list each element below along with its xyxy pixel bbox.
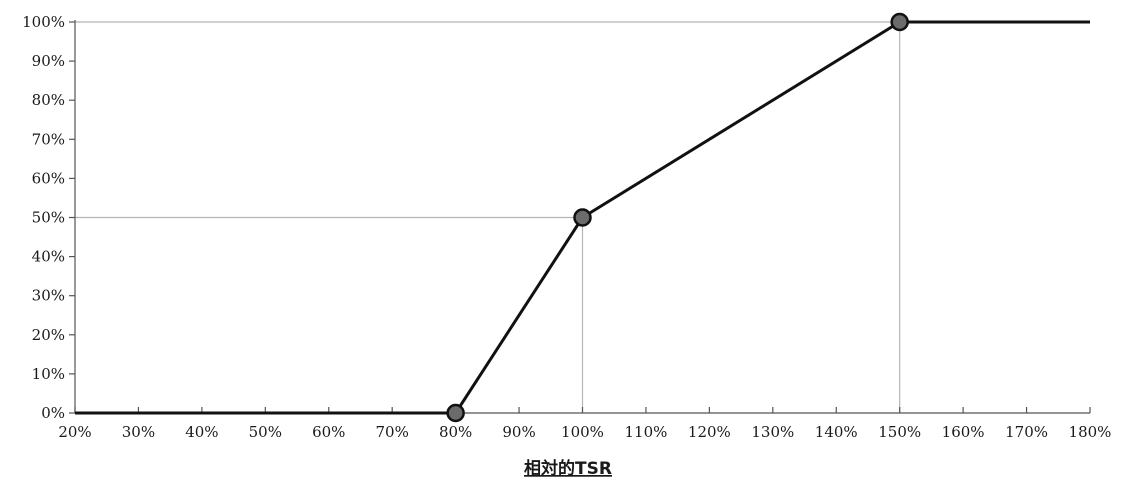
- y-tick-label: 50%: [32, 209, 65, 227]
- y-tick-label: 20%: [32, 326, 65, 344]
- x-axis-title: 相対的TSR: [524, 458, 612, 479]
- y-tick-label: 70%: [32, 130, 65, 148]
- y-tick-label: 40%: [32, 248, 65, 266]
- x-tick-label: 180%: [1069, 423, 1112, 441]
- y-tick-label: 60%: [32, 169, 65, 187]
- y-tick-label: 10%: [32, 365, 65, 383]
- x-tick-label: 150%: [878, 423, 921, 441]
- x-tick-label: 60%: [312, 423, 345, 441]
- x-tick-labels: 20% 30% 40% 50% 60% 70% 80% 90% 100% 110% 120% 130%…: [58, 423, 1111, 441]
- x-tick-label: 100%: [561, 423, 604, 441]
- x-tick-label: 130%: [751, 423, 794, 441]
- guide-lines: [75, 21, 901, 413]
- x-tick-label: 160%: [942, 423, 985, 441]
- x-tick-label: 40%: [185, 423, 218, 441]
- x-tick-label: 110%: [624, 423, 667, 441]
- x-tick-label: 120%: [688, 423, 731, 441]
- y-tick-label: 0%: [41, 404, 65, 422]
- x-tick-label: 90%: [502, 423, 535, 441]
- y-tick-label: 30%: [32, 287, 65, 305]
- x-tick-label: 30%: [122, 423, 155, 441]
- data-point: [890, 12, 909, 32]
- y-tick-label: 80%: [32, 91, 65, 109]
- x-tick-label: 70%: [376, 423, 409, 441]
- y-tick-label: 90%: [32, 52, 65, 70]
- data-point: [573, 208, 592, 227]
- x-tick-label: 170%: [1005, 423, 1048, 441]
- x-tick-label: 140%: [815, 423, 858, 441]
- y-tick-labels: 0% 10% 20% 30% 40% 50% 60% 70% 80% 90% 100%: [22, 13, 65, 422]
- markers: [446, 12, 909, 423]
- y-tick-label: 100%: [22, 13, 65, 31]
- x-tick-label: 50%: [249, 423, 282, 441]
- x-tick-label: 20%: [58, 423, 91, 441]
- x-tick-label: 80%: [439, 423, 472, 441]
- data-point: [446, 403, 465, 423]
